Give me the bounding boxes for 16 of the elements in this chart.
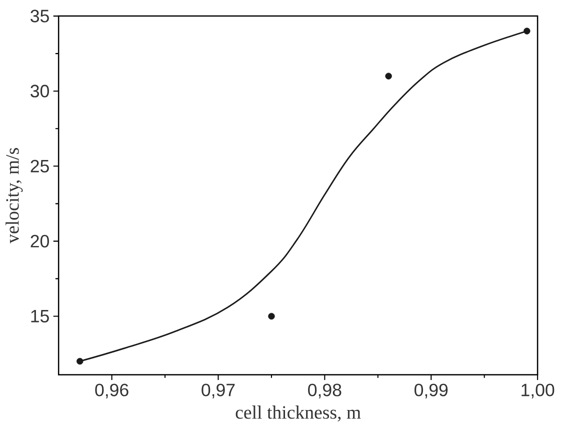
point bbox=[76, 358, 84, 365]
point bbox=[524, 28, 530, 34]
y-tick-label: 15 bbox=[31, 310, 49, 322]
y-tick-label: 35 bbox=[30, 10, 49, 22]
y-axis-title: velocity, m/s bbox=[6, 148, 23, 244]
y-tick-label: 30 bbox=[30, 84, 49, 98]
y-tick-label: 25 bbox=[30, 160, 49, 172]
x-tick-label: 0,99 bbox=[414, 384, 448, 398]
x-tick-label: 0,97 bbox=[202, 384, 235, 398]
x-axis-title: cell thickness, m bbox=[236, 405, 361, 422]
point bbox=[268, 312, 275, 320]
x-tick-label: 0,98 bbox=[308, 384, 342, 398]
x-tick-label: 0,96 bbox=[95, 384, 128, 398]
point bbox=[385, 72, 392, 80]
y-tick-label: 20 bbox=[30, 234, 49, 248]
x-tick-label: 1,00 bbox=[522, 384, 554, 398]
